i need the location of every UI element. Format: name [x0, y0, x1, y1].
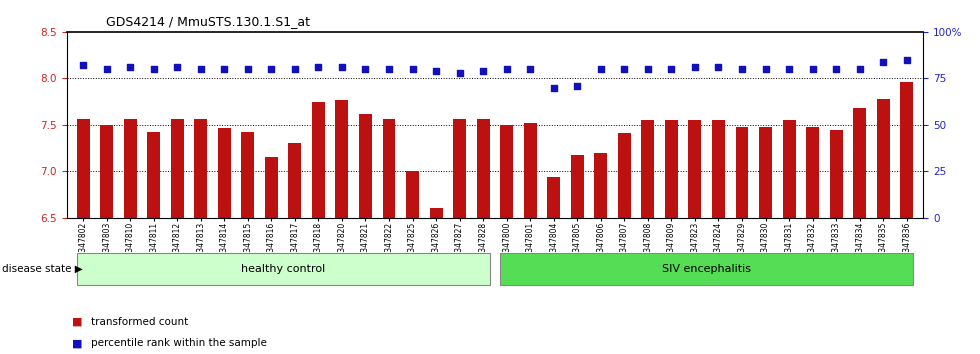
Bar: [100, 125, 113, 218]
Point: [499, 66, 514, 72]
Point: [593, 66, 609, 72]
Bar: [688, 120, 702, 218]
Bar: [382, 119, 396, 218]
Point: [428, 68, 444, 74]
Point: [616, 66, 632, 72]
Point: [146, 66, 162, 72]
Point: [852, 66, 867, 72]
Text: GDS4214 / MmuSTS.130.1.S1_at: GDS4214 / MmuSTS.130.1.S1_at: [106, 15, 310, 28]
Bar: [406, 171, 419, 218]
Bar: [312, 102, 325, 218]
Bar: [783, 120, 796, 218]
Bar: [736, 127, 749, 218]
Point: [217, 66, 232, 72]
Point: [75, 62, 91, 68]
Bar: [476, 119, 490, 218]
Point: [899, 57, 914, 63]
Point: [240, 66, 256, 72]
Point: [381, 66, 397, 72]
Bar: [594, 153, 608, 218]
Bar: [76, 119, 89, 218]
Point: [710, 64, 726, 70]
Text: healthy control: healthy control: [241, 264, 325, 274]
Point: [875, 59, 891, 64]
Bar: [570, 155, 584, 218]
Text: ■: ■: [72, 338, 82, 348]
Point: [687, 64, 703, 70]
Bar: [807, 127, 819, 218]
Point: [758, 66, 773, 72]
Text: transformed count: transformed count: [91, 317, 188, 327]
Bar: [288, 143, 302, 218]
Point: [122, 64, 138, 70]
Point: [452, 70, 467, 76]
Point: [546, 85, 562, 91]
Text: disease state ▶: disease state ▶: [2, 264, 82, 274]
Bar: [453, 119, 466, 218]
Point: [311, 64, 326, 70]
Bar: [664, 120, 678, 218]
Bar: [547, 177, 561, 218]
Bar: [241, 132, 254, 218]
Bar: [429, 209, 443, 218]
Bar: [218, 127, 230, 218]
Bar: [359, 114, 372, 218]
Bar: [123, 119, 136, 218]
Point: [287, 66, 303, 72]
Bar: [641, 120, 655, 218]
Bar: [877, 99, 890, 218]
Point: [170, 64, 185, 70]
Point: [805, 66, 820, 72]
Text: SIV encephalitis: SIV encephalitis: [662, 264, 752, 274]
Point: [640, 66, 656, 72]
Bar: [335, 100, 349, 218]
Point: [663, 66, 679, 72]
Point: [828, 66, 844, 72]
Point: [334, 64, 350, 70]
Text: ■: ■: [72, 317, 82, 327]
Bar: [147, 132, 160, 218]
Point: [99, 66, 115, 72]
Point: [193, 66, 209, 72]
Bar: [830, 130, 843, 218]
Point: [734, 66, 750, 72]
Point: [405, 66, 420, 72]
Bar: [194, 119, 207, 218]
Point: [358, 66, 373, 72]
Bar: [171, 119, 183, 218]
Point: [264, 66, 279, 72]
Bar: [854, 108, 866, 218]
Bar: [901, 82, 913, 218]
Bar: [617, 133, 631, 218]
Bar: [265, 157, 277, 218]
Bar: [712, 120, 725, 218]
Point: [522, 66, 538, 72]
Bar: [500, 125, 514, 218]
Point: [781, 66, 797, 72]
Point: [569, 83, 585, 88]
Text: percentile rank within the sample: percentile rank within the sample: [91, 338, 267, 348]
Point: [475, 68, 491, 74]
Bar: [523, 123, 537, 218]
Bar: [760, 127, 772, 218]
